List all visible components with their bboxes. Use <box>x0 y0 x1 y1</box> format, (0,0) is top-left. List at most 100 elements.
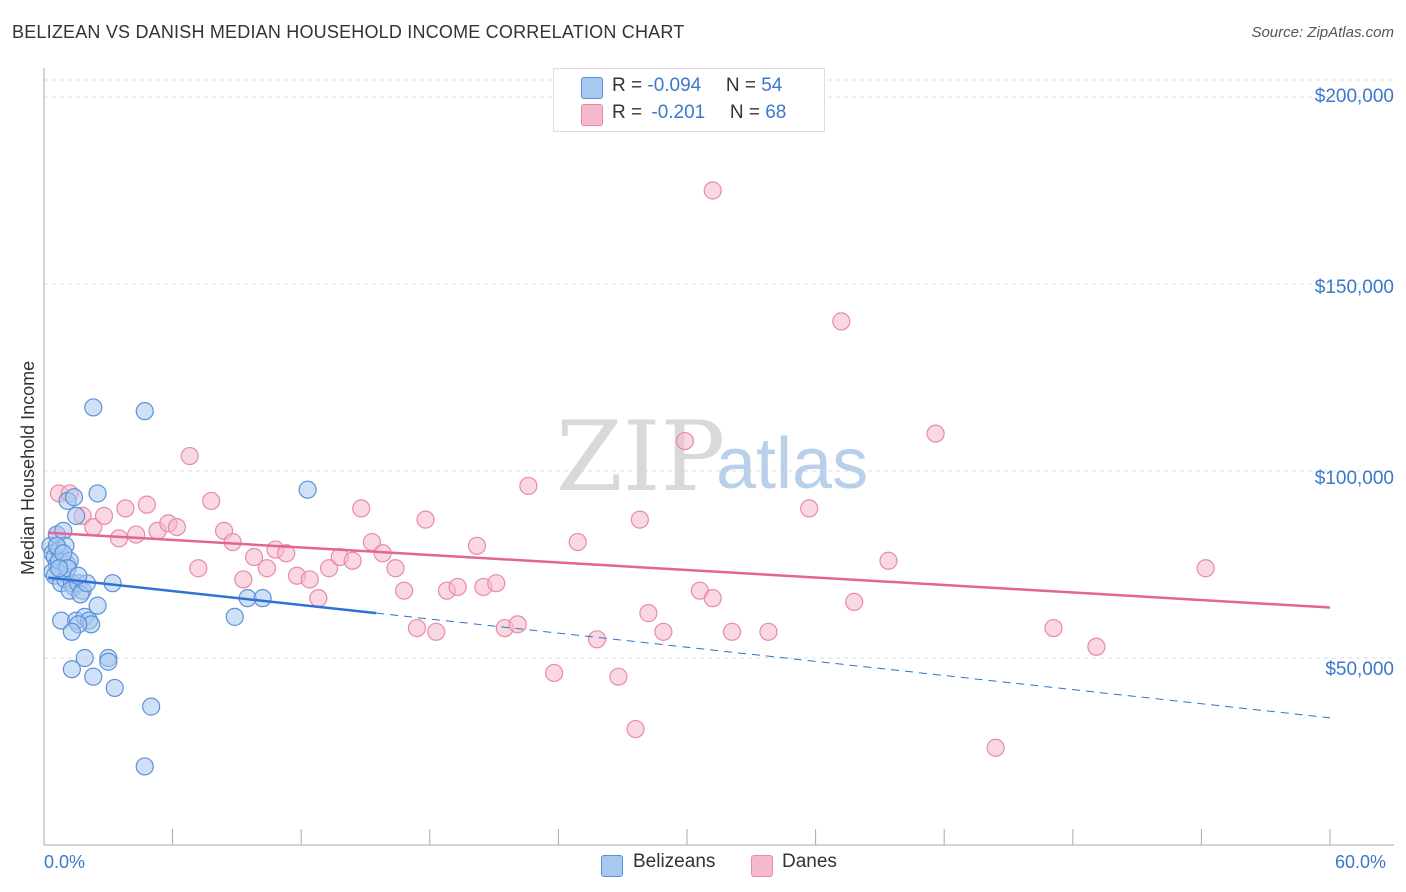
data-point <box>343 551 362 570</box>
data-point <box>587 630 607 649</box>
belizeans-swatch <box>601 855 623 877</box>
x-tick-label-min: 0.0% <box>44 852 86 872</box>
data-point <box>257 559 277 578</box>
data-point <box>225 607 244 626</box>
danes-swatch <box>751 855 773 877</box>
correlation-legend: R = -0.094 N = 54 R = -0.201 N = 68 <box>553 68 825 132</box>
data-point <box>427 622 446 641</box>
n-label: N = <box>729 102 766 123</box>
data-point <box>84 667 103 686</box>
data-point <box>277 544 296 563</box>
r-label: R = <box>612 102 648 123</box>
data-point <box>88 596 107 615</box>
r-value: -0.094 <box>647 75 702 96</box>
data-point <box>416 510 435 529</box>
data-point <box>62 622 81 641</box>
watermark: ZIP atlas <box>556 401 868 513</box>
data-point <box>127 525 146 544</box>
data-point <box>845 592 864 612</box>
data-point <box>75 648 94 668</box>
danes-swatch <box>581 104 603 126</box>
data-point <box>67 506 86 525</box>
watermark-zip: ZIP <box>556 401 725 513</box>
data-point <box>352 499 371 518</box>
data-point <box>64 488 84 507</box>
data-point <box>986 738 1005 757</box>
data-point <box>568 532 587 552</box>
chart-title: BELIZEAN VS DANISH MEDIAN HOUSEHOLD INCO… <box>12 22 685 42</box>
legend-item-danes[interactable]: Danes <box>751 851 837 877</box>
data-point <box>1087 637 1106 656</box>
data-point <box>142 697 161 716</box>
data-point <box>298 480 317 499</box>
n-value: 54 <box>761 75 783 96</box>
trend-line-belizeans <box>48 576 377 615</box>
series-belizeans <box>41 398 317 776</box>
data-point <box>609 667 628 686</box>
y-tick-label: $150,000 <box>1314 277 1394 298</box>
source-credit: Source: ZipAtlas.com <box>1251 24 1394 41</box>
data-point <box>180 446 199 466</box>
trend-line-belizeans-extension <box>376 612 1331 719</box>
data-point <box>654 622 673 641</box>
data-point <box>253 589 272 608</box>
data-point <box>626 719 645 739</box>
data-point <box>519 476 538 496</box>
data-point <box>234 570 253 589</box>
n-label: N = <box>725 75 762 96</box>
data-point <box>99 652 118 671</box>
data-point <box>300 570 319 589</box>
data-point <box>722 622 742 641</box>
y-tick-label: $200,000 <box>1314 86 1394 107</box>
data-point <box>116 499 135 518</box>
data-point <box>137 495 156 514</box>
data-point <box>926 424 945 443</box>
data-point <box>639 604 658 623</box>
data-point <box>135 757 154 776</box>
data-point <box>244 547 264 567</box>
data-point <box>62 660 81 679</box>
r-value: -0.201 <box>651 102 706 123</box>
data-point <box>759 622 778 641</box>
legend-row-belizeans: R = -0.094 N = 54 <box>612 75 782 99</box>
n-value: 68 <box>765 102 787 123</box>
data-point <box>1196 559 1215 578</box>
data-point <box>167 517 186 537</box>
data-point <box>49 559 69 578</box>
data-point <box>135 402 154 421</box>
belizeans-swatch <box>581 77 603 99</box>
data-point <box>407 618 427 638</box>
data-point <box>189 559 208 578</box>
data-point <box>394 581 414 600</box>
data-point <box>630 510 649 529</box>
data-point <box>879 551 898 570</box>
x-tick-label-max: 60.0% <box>1335 852 1387 872</box>
data-point <box>508 615 527 634</box>
data-point <box>448 577 467 597</box>
series-danes <box>47 181 1215 757</box>
trend-lines <box>48 531 1331 719</box>
data-point <box>202 491 221 511</box>
data-point <box>703 181 722 200</box>
legend-label-danes: Danes <box>782 851 837 872</box>
data-point <box>54 544 73 563</box>
data-point <box>105 678 124 698</box>
data-point <box>467 536 487 555</box>
legend-label-belizeans: Belizeans <box>633 851 716 872</box>
data-point <box>703 589 722 608</box>
y-tick-label: $50,000 <box>1325 659 1394 680</box>
data-point <box>545 663 564 683</box>
data-point <box>675 431 694 451</box>
data-point <box>88 484 107 503</box>
data-point <box>84 398 103 417</box>
data-point <box>1044 618 1063 638</box>
watermark-atlas: atlas <box>716 424 868 504</box>
legend-item-belizeans[interactable]: Belizeans <box>601 851 716 877</box>
trend-line-danes <box>48 531 1331 609</box>
y-tick-label: $100,000 <box>1314 468 1394 489</box>
axes <box>43 68 1394 846</box>
data-point <box>386 559 405 578</box>
legend-row-danes: R = -0.201 N = 68 <box>612 102 786 126</box>
data-point <box>487 574 506 593</box>
